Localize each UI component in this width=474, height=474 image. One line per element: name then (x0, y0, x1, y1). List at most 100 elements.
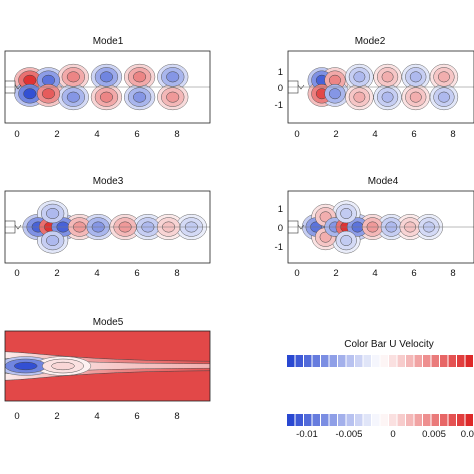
colorbar-swatch (389, 355, 397, 367)
panel-mode1: Mode1 0 2 4 6 8 (4, 36, 211, 140)
panel-title-mode5: Mode5 (93, 317, 124, 328)
data-blob (166, 71, 180, 83)
data-blob (66, 71, 80, 83)
data-blob (46, 235, 60, 246)
colorbar-swatch (423, 414, 431, 426)
x-tick-label: 2 (54, 411, 59, 422)
x-tick-label: 2 (54, 129, 59, 140)
x-tick-label: 8 (174, 268, 179, 279)
plot-border (4, 50, 211, 124)
yticks-mode4: 1 0 -1 (275, 204, 283, 253)
plot-area-mode4 (287, 190, 474, 264)
colorbar-swatch (329, 355, 337, 367)
x-tick-label: 6 (134, 411, 139, 422)
colorbar-swatch (363, 414, 371, 426)
data-blob (23, 74, 37, 86)
plot-border (4, 190, 211, 264)
panel-title-mode2: Mode2 (355, 36, 386, 47)
panel-mode3: Mode3 0 2 4 6 8 (4, 176, 211, 279)
x-tick-label: 2 (333, 129, 338, 140)
x-tick-label: 6 (134, 268, 139, 279)
colorbar-tick-label: 0 (390, 429, 395, 440)
data-blob (14, 361, 38, 371)
x-tick-label: 0 (294, 129, 299, 140)
x-tick-label: 4 (94, 411, 99, 422)
nozzle-lip-icon (297, 84, 305, 90)
colorbar-swatch (287, 414, 295, 426)
colorbar-swatch (380, 355, 388, 367)
colorbar-tick-label: -0.01 (296, 429, 318, 440)
x-tick-label: 0 (14, 129, 19, 140)
colorbar-swatch (397, 414, 405, 426)
colorbar-swatch (414, 414, 422, 426)
colorbar-swatch (321, 355, 329, 367)
x-tick-label: 4 (372, 129, 377, 140)
colorbar-swatch (304, 414, 312, 426)
colorbar-swatch (465, 355, 473, 367)
xticks-mode4: 0 2 4 6 8 (294, 268, 455, 279)
xticks-mode3: 0 2 4 6 8 (14, 268, 179, 279)
x-tick-label: 0 (14, 268, 19, 279)
x-tick-label: 2 (54, 268, 59, 279)
colorbar-swatch (389, 414, 397, 426)
colorbar-swatch (363, 355, 371, 367)
x-tick-label: 4 (94, 268, 99, 279)
plot-area-mode1 (4, 50, 211, 124)
panel-mode5: Mode5 0 2 4 6 8 (4, 317, 211, 422)
colorbar-swatch (406, 355, 414, 367)
xticks-mode5: 0 2 4 6 8 (14, 411, 179, 422)
field-layer (288, 191, 474, 263)
colorbar-tick-label: 0.01 (461, 429, 474, 440)
colorbar-swatch (287, 355, 295, 367)
panel-mode2: Mode2 1 0 -1 0 2 4 6 8 (275, 36, 474, 140)
colorbar-swatch (457, 355, 465, 367)
colorbar-swatch (312, 355, 320, 367)
plot-area-mode5 (4, 330, 211, 402)
data-blob (381, 91, 394, 103)
colorbar-swatch (380, 414, 388, 426)
panel-title-mode1: Mode1 (93, 36, 124, 47)
x-tick-label: 6 (411, 129, 416, 140)
data-blob (51, 361, 75, 371)
xticks-mode2: 0 2 4 6 8 (294, 129, 455, 140)
plot-area-mode3 (4, 190, 211, 264)
data-blob (438, 91, 450, 103)
data-blob (438, 71, 450, 83)
y-tick-label: 0 (278, 223, 283, 234)
colorbar-swatch (321, 414, 329, 426)
colorbar-swatch (406, 414, 414, 426)
data-blob (409, 71, 422, 83)
colorbar-swatch (312, 414, 320, 426)
colorbar-swatch (423, 355, 431, 367)
colorbar-swatch (448, 414, 456, 426)
colorbar-swatch (304, 355, 312, 367)
colorbar: Color Bar U Velocity -0.01 -0.005 0 0.00… (287, 339, 474, 440)
data-blob (99, 91, 113, 103)
data-blob (381, 71, 394, 83)
field-layer (5, 191, 210, 263)
y-tick-label: 1 (278, 67, 283, 78)
colorbar-swatch (414, 355, 422, 367)
colorbar-tick-label: -0.005 (336, 429, 363, 440)
colorbar-swatch (372, 414, 380, 426)
x-tick-label: 4 (94, 129, 99, 140)
data-blob (353, 91, 366, 103)
colorbar-ticks: -0.01 -0.005 0 0.005 0.01 (296, 429, 474, 440)
y-tick-label: 0 (278, 83, 283, 94)
x-tick-label: 6 (134, 129, 139, 140)
plot-area-mode2 (287, 50, 474, 124)
colorbar-swatch (338, 414, 346, 426)
nozzle-lip-icon (14, 84, 22, 90)
panel-title-mode4: Mode4 (368, 176, 399, 187)
data-blob (99, 71, 113, 83)
colorbar-title: Color Bar U Velocity (344, 339, 433, 350)
x-tick-label: 8 (450, 129, 455, 140)
field-layer (288, 51, 474, 123)
data-blob (409, 91, 422, 103)
data-blob (41, 74, 55, 86)
colorbar-swatch (295, 414, 303, 426)
data-blob (329, 88, 341, 100)
colorbar-swatch (397, 355, 405, 367)
colorbar-swatch (346, 355, 354, 367)
